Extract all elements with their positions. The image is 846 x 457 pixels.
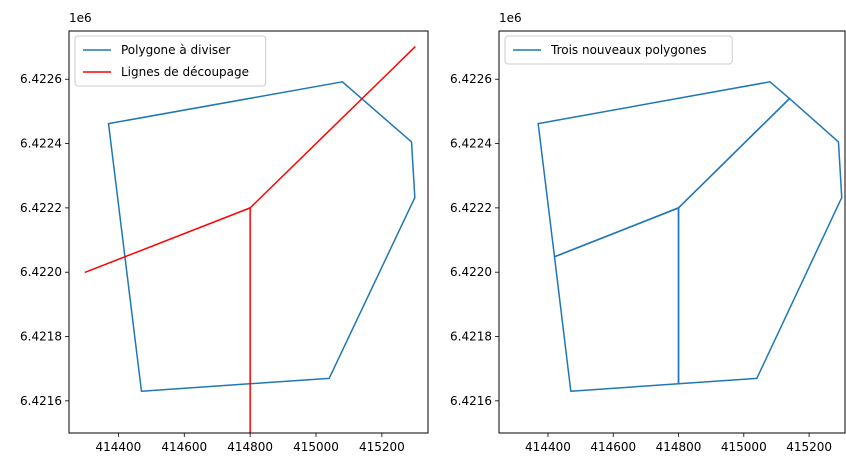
legend-label-2: Lignes de découpage: [121, 65, 249, 79]
axes-frame-left: [68, 30, 429, 434]
subplot-right: 1e6 414400 414600 414800 415000 415200 6.421…: [450, 11, 846, 454]
axes-frame-right: [498, 30, 846, 434]
x-tick-label: 414800: [656, 440, 702, 454]
x-axis-right: 414400 414600 414800 415000 415200: [525, 433, 832, 454]
y-tick-label: 6.4226: [20, 72, 62, 86]
x-tick-label: 415200: [359, 440, 405, 454]
x-tick-label: 415000: [721, 440, 767, 454]
x-tick-label: 414600: [590, 440, 636, 454]
y-tick-label: 6.4216: [20, 394, 62, 408]
legend-right: Trois nouveaux polygones: [504, 35, 733, 65]
y-tick-label: 6.4218: [450, 330, 492, 344]
x-tick-label: 415200: [786, 440, 832, 454]
x-tick-label: 415000: [293, 440, 339, 454]
plot-area-left: [84, 46, 416, 433]
y-axis-left: 6.4216 6.4218 6.4220 6.4222 6.4224 6.4226: [20, 72, 69, 408]
x-axis-left: 414400 414600 414800 415000 415200: [95, 433, 405, 454]
legend-left: Polygone à diviser Lignes de découpage: [74, 35, 267, 87]
legend-box: [504, 35, 733, 65]
series-1-path-3-right: [553, 207, 680, 392]
y-tick-label: 6.4220: [20, 265, 62, 279]
y-tick-label: 6.4222: [20, 201, 62, 215]
plot-area-right: [537, 81, 843, 392]
legend-box: [74, 35, 267, 87]
legend-label-1: Polygone à diviser: [121, 43, 231, 57]
y-tick-label: 6.4216: [450, 394, 492, 408]
y-tick-label: 6.4218: [20, 330, 62, 344]
subplot-left: 1e6 414400 414600 414800 415000 415200 6.421…: [20, 11, 429, 454]
y-axis-right: 6.4216 6.4218 6.4220 6.4222 6.4224 6.4226: [450, 72, 499, 408]
y-tick-label: 6.4224: [450, 137, 492, 151]
x-tick-label: 414400: [95, 440, 141, 454]
y-offset-label-left: 1e6: [69, 11, 92, 25]
y-tick-label: 6.4224: [20, 137, 62, 151]
x-tick-label: 414800: [227, 440, 273, 454]
series-1-path-1-left: [107, 81, 416, 392]
x-tick-label: 414600: [161, 440, 207, 454]
y-tick-label: 6.4220: [450, 265, 492, 279]
legend-label-1: Trois nouveaux polygones: [550, 43, 706, 57]
y-tick-label: 6.4226: [450, 72, 492, 86]
y-tick-label: 6.4222: [450, 201, 492, 215]
x-tick-label: 414400: [525, 440, 571, 454]
y-offset-label-right: 1e6: [499, 11, 522, 25]
